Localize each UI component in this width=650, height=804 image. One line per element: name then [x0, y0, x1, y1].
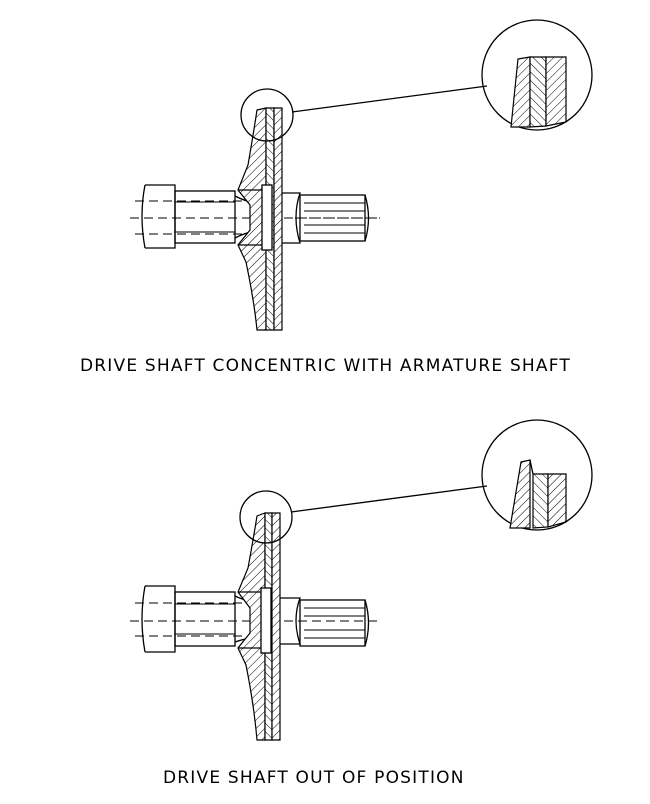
clutch-plates	[237, 512, 281, 741]
armature-shaft	[135, 585, 273, 653]
callout-leader	[290, 485, 488, 513]
detail-marker-circle	[239, 490, 293, 544]
detail-magnified-view	[481, 419, 593, 531]
callout-leader	[291, 85, 488, 113]
caption-figure-2: DRIVE SHAFT OUT OF POSITION	[163, 768, 465, 788]
detail-marker-circle	[240, 88, 294, 142]
drive-shaft-pinion	[274, 597, 370, 647]
figure-out-of-position: DRIVE SHAFT OUT OF POSITION	[130, 419, 593, 788]
armature-shaft	[135, 184, 273, 249]
caption-figure-1: DRIVE SHAFT CONCENTRIC WITH ARMATURE SHA…	[80, 356, 571, 376]
clutch-plates	[237, 107, 283, 331]
detail-magnified-view	[481, 19, 593, 131]
figure-concentric: DRIVE SHAFT CONCENTRIC WITH ARMATURE SHA…	[80, 19, 593, 376]
